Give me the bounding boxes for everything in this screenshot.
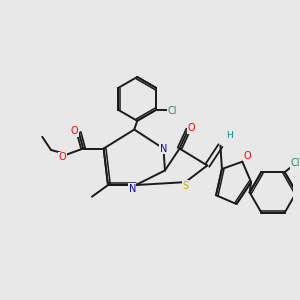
Text: Cl: Cl bbox=[167, 106, 177, 116]
Text: O: O bbox=[70, 126, 78, 136]
Text: S: S bbox=[182, 181, 188, 190]
Text: O: O bbox=[59, 152, 67, 162]
Text: N: N bbox=[160, 143, 167, 154]
Text: Cl: Cl bbox=[290, 158, 300, 168]
Text: O: O bbox=[188, 123, 195, 133]
Text: O: O bbox=[244, 151, 251, 161]
Text: N: N bbox=[128, 184, 136, 194]
Text: H: H bbox=[226, 131, 232, 140]
